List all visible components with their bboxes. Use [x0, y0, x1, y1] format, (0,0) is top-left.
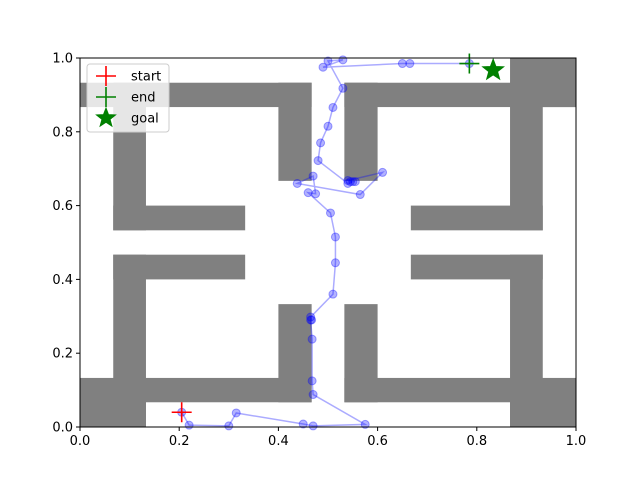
trajectory-point: [306, 315, 316, 325]
end-marker: [459, 53, 480, 74]
legend-goal-icon: [95, 106, 117, 128]
trajectory-point: [345, 177, 355, 187]
y-tick-label: 0.0: [52, 421, 73, 436]
trajectory-point: [343, 178, 353, 188]
trajectory-point: [306, 312, 316, 322]
trajectory-point: [338, 55, 348, 65]
trajectory-point: [397, 59, 407, 69]
trajectory-point: [405, 59, 415, 69]
trajectory-point: [348, 177, 358, 187]
wall-segment: [410, 205, 543, 231]
wall-segment: [113, 205, 246, 231]
trajectory: [177, 55, 474, 431]
trajectory-point: [328, 102, 338, 112]
trajectory-point: [378, 167, 388, 177]
maze-walls: [80, 58, 576, 427]
x-tick-label: 1.0: [566, 434, 587, 449]
y-tick-label: 1.0: [52, 52, 73, 67]
trajectory-point: [328, 289, 338, 299]
y-tick-label: 0.8: [52, 125, 73, 140]
trajectory-point: [325, 208, 335, 218]
legend: start end goal: [86, 63, 170, 133]
trajectory-point: [308, 390, 318, 400]
trajectory-point: [292, 178, 302, 188]
trajectory-point: [308, 171, 318, 181]
plot-frame: [79, 57, 577, 428]
wall-segment: [278, 82, 312, 181]
legend-label-start: start: [131, 70, 161, 85]
trajectory-point: [318, 62, 328, 72]
trajectory-point: [350, 177, 360, 187]
x-tick-label: 0.6: [367, 434, 388, 449]
trajectory-point: [231, 408, 241, 418]
trajectory-point: [313, 156, 323, 166]
goal-marker: [481, 57, 505, 81]
trajectory-point: [355, 190, 365, 200]
legend-end-icon: [96, 87, 116, 107]
wall-segment: [113, 254, 246, 280]
trajectory-point: [323, 121, 333, 131]
y-axis: 0.0 0.2 0.4 0.6 0.8 1.0: [52, 52, 80, 436]
wall-segment: [278, 304, 312, 403]
trajectory-point: [224, 421, 234, 431]
wall-segment: [344, 377, 511, 403]
special-markers: [171, 53, 505, 423]
start-marker: [171, 402, 192, 423]
legend-label-end: end: [131, 91, 156, 106]
trajectory-point: [184, 420, 194, 430]
trajectory-point: [298, 419, 308, 429]
x-tick-label: 0.8: [466, 434, 487, 449]
legend-label-goal: goal: [131, 112, 159, 127]
trajectory-point: [307, 376, 317, 386]
trajectory-point: [330, 258, 340, 268]
trajectory-point: [316, 138, 326, 148]
trajectory-point: [330, 232, 340, 242]
trajectory-point: [307, 334, 317, 344]
trajectory-point: [307, 315, 317, 325]
trajectory-point: [308, 421, 318, 431]
trajectory-point: [360, 419, 370, 429]
trajectory-point: [343, 176, 353, 186]
y-tick-label: 0.6: [52, 199, 73, 214]
x-axis: 0.0 0.2 0.4 0.6 0.8 1.0: [70, 427, 587, 449]
wall-segment: [113, 254, 146, 427]
wall-segment: [410, 254, 543, 280]
y-tick-label: 0.4: [52, 273, 73, 288]
y-tick-label: 0.2: [52, 347, 73, 362]
trajectory-point: [323, 56, 333, 66]
trajectory-point: [303, 188, 313, 198]
x-tick-label: 0.2: [169, 434, 190, 449]
x-tick-label: 0.4: [268, 434, 289, 449]
trajectory-point: [311, 189, 321, 199]
trajectory-point: [338, 83, 348, 93]
trajectory-line: [181, 59, 470, 427]
legend-start-icon: [96, 66, 116, 86]
x-tick-label: 0.0: [70, 434, 91, 449]
wall-segment: [510, 254, 543, 427]
